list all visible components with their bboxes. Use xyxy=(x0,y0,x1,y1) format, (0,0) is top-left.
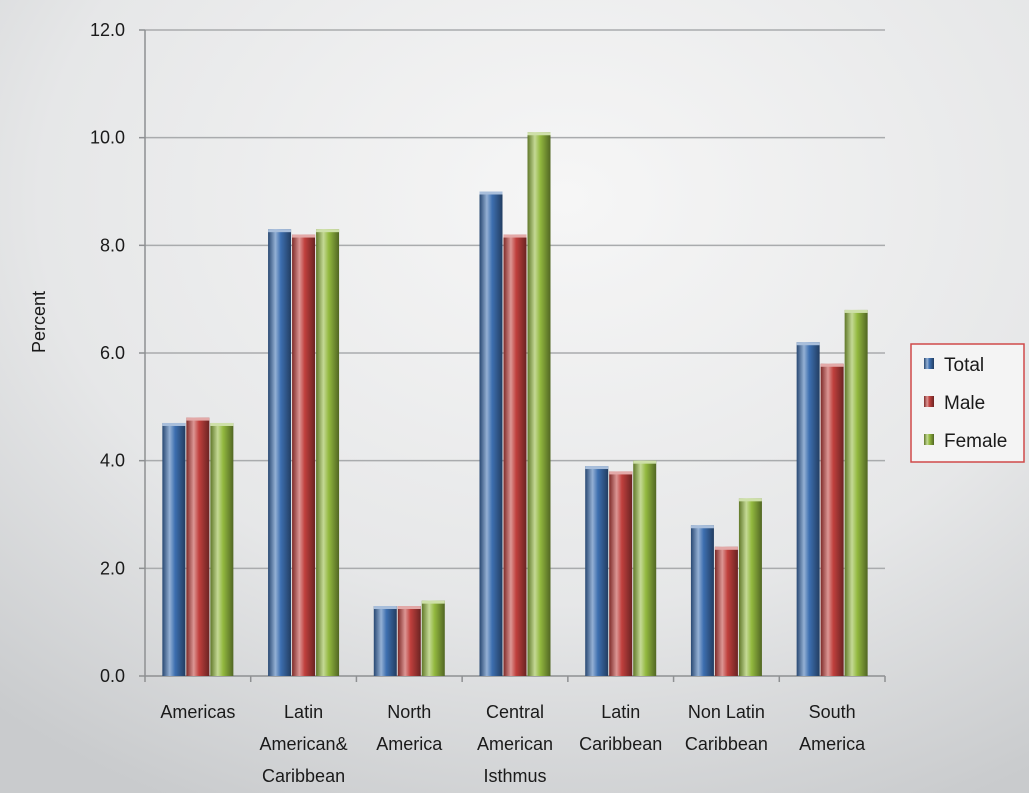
legend-label-total: Total xyxy=(944,355,984,376)
bars xyxy=(162,132,868,677)
bar-male xyxy=(609,471,633,676)
x-tick-label: America xyxy=(376,734,443,754)
bar-top-highlight xyxy=(609,471,633,475)
bar-total xyxy=(796,342,820,676)
bar-top-highlight xyxy=(820,363,844,367)
bar-top-highlight xyxy=(738,498,762,502)
bar-female xyxy=(527,132,551,677)
bar-female xyxy=(844,309,868,676)
bar-male xyxy=(397,606,421,676)
legend-swatch-male xyxy=(924,396,934,407)
legend-label-female: Female xyxy=(944,431,1007,452)
y-tick-label: 6.0 xyxy=(100,343,125,363)
bar-top-highlight xyxy=(844,309,868,313)
y-tick-label: 12.0 xyxy=(90,20,125,40)
bar-top-highlight xyxy=(162,422,186,426)
bar-top-highlight xyxy=(585,466,609,470)
x-tick-label: Non Latin xyxy=(688,702,765,722)
bar-top-highlight xyxy=(268,229,292,233)
bar-total xyxy=(585,466,609,676)
bar-female xyxy=(316,229,340,676)
bar-top-highlight xyxy=(479,191,503,195)
y-tick-label: 4.0 xyxy=(100,451,125,471)
bar-top-highlight xyxy=(316,229,340,233)
bar-top-highlight xyxy=(527,132,551,136)
bar-male xyxy=(186,417,210,676)
bar-male xyxy=(820,363,844,676)
x-tick-label: Central xyxy=(486,702,544,722)
y-axis-title: Percent xyxy=(29,291,49,353)
bar-male xyxy=(714,546,738,676)
bar-female xyxy=(738,498,762,676)
y-tick-labels: 0.0 2.0 4.0 6.0 8.0 10.0 12.0 xyxy=(90,20,125,686)
y-tick-label: 8.0 xyxy=(100,235,125,255)
bar-total xyxy=(479,191,503,676)
bar-top-highlight xyxy=(690,525,714,529)
bar-top-highlight xyxy=(373,606,397,610)
y-tick-label: 0.0 xyxy=(100,666,125,686)
x-tick-label: Latin xyxy=(284,702,323,722)
bar-total xyxy=(162,422,186,676)
bar-female xyxy=(421,600,445,676)
bar-female xyxy=(210,422,234,676)
bar-top-highlight xyxy=(186,417,210,421)
x-tick-label: America xyxy=(799,734,866,754)
x-tick-label: Caribbean xyxy=(262,766,345,786)
x-tick-label: Americas xyxy=(160,702,235,722)
x-tick-label: Isthmus xyxy=(483,766,546,786)
x-tick-label: Latin xyxy=(601,702,640,722)
legend-swatch-total xyxy=(924,358,934,369)
x-tick-labels: Americas Latin American&Caribbean North Amer… xyxy=(160,702,866,786)
bar-male xyxy=(292,234,316,677)
x-tick-label: American& xyxy=(260,734,348,754)
bar-top-highlight xyxy=(714,546,738,550)
bar-total xyxy=(690,525,714,676)
x-tick-label: South xyxy=(809,702,856,722)
x-tick-label: Caribbean xyxy=(579,734,662,754)
y-tick-label: 10.0 xyxy=(90,128,125,148)
bar-total xyxy=(373,606,397,676)
legend-label-male: Male xyxy=(944,393,985,414)
bar-top-highlight xyxy=(210,422,234,426)
bar-top-highlight xyxy=(796,342,820,346)
bar-top-highlight xyxy=(633,460,657,464)
x-tick-label: North xyxy=(387,702,431,722)
y-axis-title-group: Percent xyxy=(29,291,49,353)
bar-top-highlight xyxy=(503,234,527,238)
bar-female xyxy=(633,460,657,676)
x-tick-label: American xyxy=(477,734,553,754)
legend-swatch-female xyxy=(924,434,934,445)
legend: Total Male Female xyxy=(910,343,1025,463)
bar-top-highlight xyxy=(397,606,421,610)
x-tick-label: Caribbean xyxy=(685,734,768,754)
bar-top-highlight xyxy=(421,600,445,604)
y-tick-label: 2.0 xyxy=(100,558,125,578)
bar-total xyxy=(268,229,292,676)
bar-male xyxy=(503,234,527,677)
bar-top-highlight xyxy=(292,234,316,238)
